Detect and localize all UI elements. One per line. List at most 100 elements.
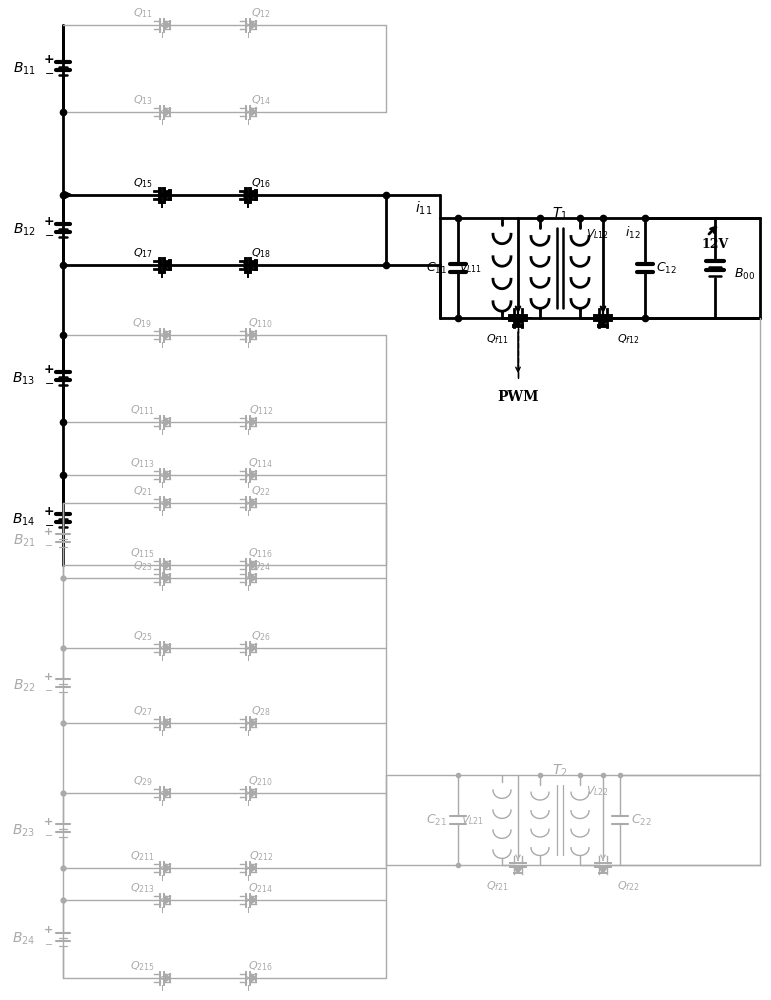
Polygon shape <box>251 191 256 199</box>
Text: $Q_{25}$: $Q_{25}$ <box>133 629 153 643</box>
Polygon shape <box>251 644 256 652</box>
Polygon shape <box>164 499 170 507</box>
Text: $V_{L12}$: $V_{L12}$ <box>586 227 609 241</box>
Text: $Q_{f21}$: $Q_{f21}$ <box>486 879 508 893</box>
Text: $V_{L21}$: $V_{L21}$ <box>461 813 484 827</box>
Text: $Q_{22}$: $Q_{22}$ <box>251 484 271 498</box>
Polygon shape <box>251 108 256 116</box>
Polygon shape <box>164 21 170 29</box>
Text: +: + <box>44 925 53 935</box>
Polygon shape <box>251 789 256 797</box>
Text: $i_{12}$: $i_{12}$ <box>625 225 641 241</box>
Polygon shape <box>251 471 256 479</box>
Polygon shape <box>251 418 256 426</box>
Polygon shape <box>513 867 523 873</box>
Text: $-$: $-$ <box>44 684 53 694</box>
Text: $-$: $-$ <box>44 377 54 387</box>
Polygon shape <box>164 789 170 797</box>
Text: $Q_{15}$: $Q_{15}$ <box>133 176 153 190</box>
Text: $B_{11}$: $B_{11}$ <box>12 60 35 77</box>
Text: $Q_{21}$: $Q_{21}$ <box>133 484 153 498</box>
Text: $Q_{16}$: $Q_{16}$ <box>251 176 271 190</box>
Polygon shape <box>251 974 256 982</box>
Polygon shape <box>251 561 256 569</box>
Text: $T_2$: $T_2$ <box>552 763 568 779</box>
Text: $Q_{26}$: $Q_{26}$ <box>251 629 271 643</box>
Polygon shape <box>251 574 256 582</box>
Polygon shape <box>164 864 170 872</box>
Text: 12V: 12V <box>702 238 729 251</box>
Text: $B_{00}$: $B_{00}$ <box>735 267 756 282</box>
Polygon shape <box>164 191 170 199</box>
Polygon shape <box>513 320 523 326</box>
Text: $Q_{116}$: $Q_{116}$ <box>248 546 274 560</box>
Text: $B_{24}$: $B_{24}$ <box>12 931 35 947</box>
Text: $B_{14}$: $B_{14}$ <box>12 512 35 528</box>
Text: $Q_{19}$: $Q_{19}$ <box>133 316 153 330</box>
Polygon shape <box>251 21 256 29</box>
Polygon shape <box>251 261 256 269</box>
Polygon shape <box>251 499 256 507</box>
Polygon shape <box>164 896 170 904</box>
Text: $C_{21}$: $C_{21}$ <box>426 812 447 828</box>
Text: +: + <box>44 527 53 537</box>
Text: $Q_{214}$: $Q_{214}$ <box>248 881 274 895</box>
Text: $Q_{f11}$: $Q_{f11}$ <box>486 332 508 346</box>
Polygon shape <box>251 864 256 872</box>
Text: $Q_{111}$: $Q_{111}$ <box>130 403 155 417</box>
Text: $Q_{12}$: $Q_{12}$ <box>251 6 271 20</box>
Polygon shape <box>251 331 256 339</box>
Text: $Q_{28}$: $Q_{28}$ <box>251 704 271 718</box>
Polygon shape <box>164 644 170 652</box>
Text: +: + <box>43 215 54 228</box>
Text: $i_{11}$: $i_{11}$ <box>415 199 433 217</box>
Polygon shape <box>251 896 256 904</box>
Text: $C_{11}$: $C_{11}$ <box>426 260 447 276</box>
Polygon shape <box>164 108 170 116</box>
Polygon shape <box>164 331 170 339</box>
Text: $-$: $-$ <box>44 67 54 77</box>
Text: $V_{L22}$: $V_{L22}$ <box>586 784 609 798</box>
Text: $Q_{216}$: $Q_{216}$ <box>248 959 274 973</box>
Text: $Q_{113}$: $Q_{113}$ <box>130 456 155 470</box>
Text: +: + <box>43 505 54 518</box>
Text: $Q_{112}$: $Q_{112}$ <box>248 403 274 417</box>
Text: $Q_{215}$: $Q_{215}$ <box>130 959 155 973</box>
Text: $Q_{213}$: $Q_{213}$ <box>130 881 155 895</box>
Text: $-$: $-$ <box>44 229 54 239</box>
Text: $Q_{17}$: $Q_{17}$ <box>133 246 153 260</box>
Text: $Q_{27}$: $Q_{27}$ <box>133 704 153 718</box>
Text: $B_{12}$: $B_{12}$ <box>12 222 35 238</box>
Polygon shape <box>164 261 170 269</box>
Text: $B_{21}$: $B_{21}$ <box>12 532 35 549</box>
Text: $Q_{13}$: $Q_{13}$ <box>133 93 153 107</box>
Polygon shape <box>164 561 170 569</box>
Text: $Q_{212}$: $Q_{212}$ <box>248 849 274 863</box>
Text: $B_{23}$: $B_{23}$ <box>12 822 35 839</box>
Text: $-$: $-$ <box>44 829 53 839</box>
Text: $V_{L11}$: $V_{L11}$ <box>459 261 482 275</box>
Text: $Q_{115}$: $Q_{115}$ <box>130 546 155 560</box>
Text: $Q_{210}$: $Q_{210}$ <box>248 774 274 788</box>
Text: $-$: $-$ <box>44 938 53 948</box>
Text: $Q_{114}$: $Q_{114}$ <box>248 456 274 470</box>
Text: $Q_{14}$: $Q_{14}$ <box>251 93 271 107</box>
Polygon shape <box>164 574 170 582</box>
Text: $Q_{18}$: $Q_{18}$ <box>251 246 271 260</box>
Polygon shape <box>164 719 170 727</box>
Polygon shape <box>164 418 170 426</box>
Text: $Q_{f12}$: $Q_{f12}$ <box>617 332 639 346</box>
Text: +: + <box>43 53 54 66</box>
Text: PWM: PWM <box>497 390 539 404</box>
Polygon shape <box>598 320 608 326</box>
Text: $Q_{24}$: $Q_{24}$ <box>251 559 271 573</box>
Text: $B_{22}$: $B_{22}$ <box>12 677 35 694</box>
Text: $B_{13}$: $B_{13}$ <box>12 370 35 387</box>
Polygon shape <box>164 471 170 479</box>
Text: $Q_{23}$: $Q_{23}$ <box>133 559 153 573</box>
Polygon shape <box>598 867 608 873</box>
Text: +: + <box>44 672 53 682</box>
Text: $T_1$: $T_1$ <box>552 206 568 222</box>
Text: $Q_{110}$: $Q_{110}$ <box>248 316 274 330</box>
Text: $Q_{29}$: $Q_{29}$ <box>133 774 153 788</box>
